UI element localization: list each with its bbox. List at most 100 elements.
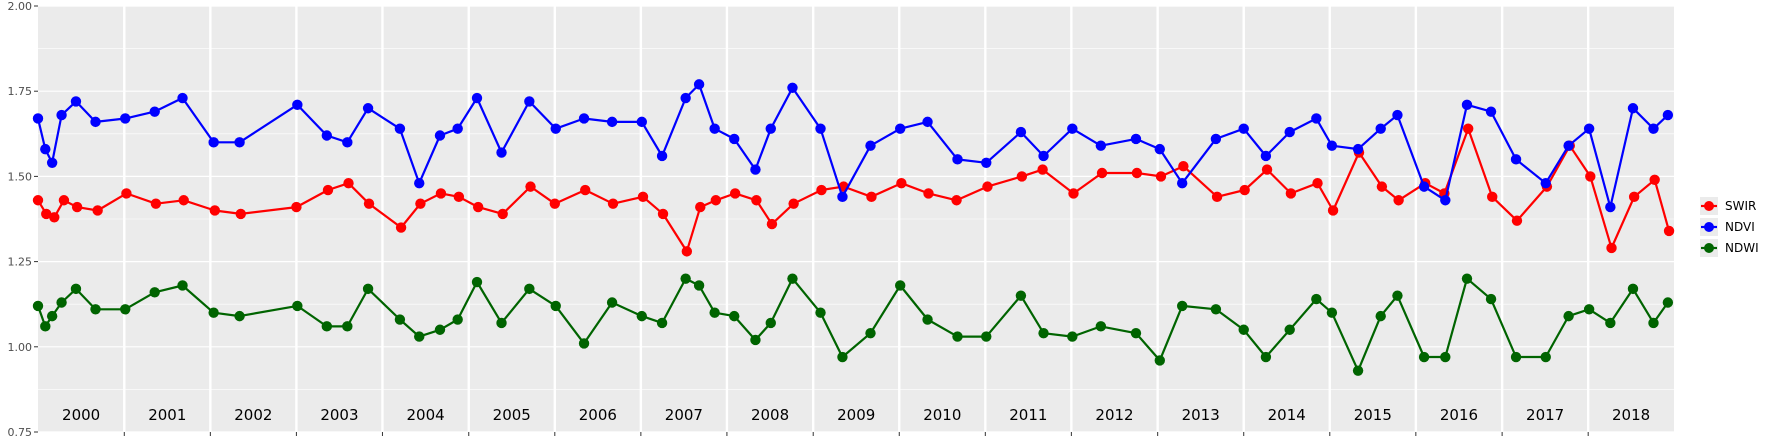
data-point-ndwi — [414, 331, 425, 342]
data-point-ndvi — [550, 123, 561, 134]
data-point-ndvi — [434, 130, 446, 141]
data-point-swir — [121, 188, 132, 199]
data-point-ndwi — [1311, 293, 1322, 305]
data-point-ndwi — [1326, 307, 1338, 318]
data-point-ndwi — [1440, 351, 1451, 363]
data-point-ndwi — [1418, 351, 1430, 363]
legend-item-ndvi: NDVI — [1700, 218, 1755, 236]
data-point-swir — [549, 198, 561, 209]
data-point-ndwi — [208, 307, 219, 318]
data-point-swir — [896, 178, 907, 189]
data-point-ndwi — [1662, 297, 1674, 308]
series-ndvi — [32, 79, 1674, 213]
data-point-swir — [472, 201, 484, 213]
data-point-swir — [1068, 188, 1079, 199]
data-point-ndvi — [636, 116, 648, 128]
data-point-ndwi — [680, 273, 691, 284]
legend-key-point — [1704, 222, 1714, 232]
series-swir — [32, 123, 1675, 257]
data-point-ndvi — [362, 103, 374, 114]
data-point-swir — [580, 184, 591, 196]
data-point-ndwi — [1260, 351, 1272, 363]
data-point-ndvi — [1015, 126, 1027, 138]
data-point-swir — [49, 212, 60, 223]
data-point-ndvi — [1311, 113, 1322, 124]
data-point-swir — [235, 208, 246, 220]
data-point-ndwi — [496, 317, 507, 329]
data-point-ndwi — [729, 310, 740, 322]
data-point-swir — [766, 218, 778, 230]
data-point-swir — [291, 201, 302, 213]
data-point-ndvi — [1130, 133, 1142, 145]
data-point-ndwi — [895, 280, 906, 291]
data-point-swir — [751, 195, 762, 206]
data-point-swir — [1376, 181, 1388, 192]
data-point-ndwi — [524, 283, 535, 295]
data-point-ndvi — [1375, 123, 1386, 134]
data-point-ndvi — [750, 164, 761, 175]
data-point-ndwi — [1540, 351, 1551, 363]
data-point-ndwi — [765, 317, 776, 329]
data-point-ndwi — [656, 317, 668, 329]
data-point-swir — [1261, 164, 1273, 175]
data-point-ndvi — [1461, 99, 1473, 111]
data-point-ndvi — [208, 137, 219, 148]
data-point-ndvi — [1210, 133, 1222, 145]
year-label-2013: 2013 — [1182, 406, 1220, 424]
data-point-swir — [866, 191, 877, 203]
year-label-2017: 2017 — [1526, 406, 1564, 424]
data-point-swir — [1606, 242, 1617, 254]
data-point-ndwi — [1563, 310, 1574, 322]
data-point-swir — [695, 201, 706, 213]
data-point-ndwi — [922, 314, 933, 325]
year-label-2016: 2016 — [1440, 406, 1478, 424]
data-point-ndvi — [1154, 143, 1165, 155]
data-point-ndwi — [342, 321, 353, 332]
data-point-ndvi — [1662, 109, 1674, 121]
data-point-ndwi — [234, 310, 245, 322]
legend-key-point — [1704, 201, 1714, 211]
data-point-swir — [1239, 184, 1250, 196]
data-point-ndwi — [787, 273, 798, 284]
grid — [38, 5, 1674, 433]
data-point-ndvi — [394, 123, 406, 134]
year-label-2010: 2010 — [923, 406, 961, 424]
data-point-ndwi — [1627, 283, 1639, 295]
data-point-ndwi — [578, 338, 590, 349]
data-point-swir — [1016, 171, 1028, 182]
data-point-ndwi — [1352, 365, 1364, 376]
data-point-ndwi — [693, 280, 705, 291]
year-label-2009: 2009 — [837, 406, 875, 424]
data-point-swir — [1155, 171, 1167, 182]
data-point-ndvi — [1176, 178, 1188, 189]
data-point-ndvi — [524, 96, 535, 107]
data-point-ndvi — [1485, 106, 1497, 117]
data-point-ndwi — [90, 304, 101, 315]
data-point-swir — [1649, 174, 1660, 186]
data-point-swir — [453, 191, 465, 203]
data-point-ndwi — [750, 334, 761, 346]
data-point-ndvi — [1352, 143, 1364, 155]
data-point-swir — [710, 195, 722, 206]
data-point-ndvi — [120, 113, 131, 124]
data-point-ndvi — [952, 154, 963, 165]
data-point-ndwi — [837, 351, 848, 363]
data-point-ndwi — [56, 297, 67, 308]
data-point-ndvi — [149, 106, 160, 117]
data-point-swir — [681, 246, 693, 257]
data-point-swir — [982, 181, 993, 192]
data-point-ndwi — [981, 331, 992, 342]
data-point-swir — [1663, 225, 1675, 237]
data-point-ndwi — [452, 314, 463, 325]
data-point-ndwi — [865, 327, 876, 339]
data-point-swir — [435, 188, 447, 199]
data-point-ndwi — [292, 300, 303, 312]
y-tick-label: 1.75 — [8, 85, 33, 98]
data-point-swir — [363, 198, 375, 209]
data-point-swir — [58, 195, 70, 206]
series-ndwi — [32, 273, 1674, 376]
year-label-2012: 2012 — [1095, 406, 1133, 424]
data-point-ndwi — [1485, 293, 1497, 305]
data-point-swir — [178, 195, 189, 206]
legend-key-point — [1704, 243, 1714, 253]
